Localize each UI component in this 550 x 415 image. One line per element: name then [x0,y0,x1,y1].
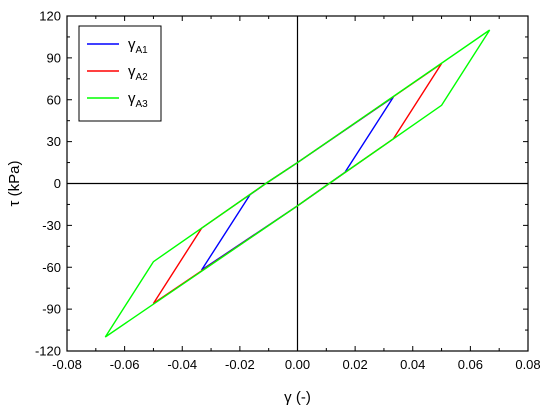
x-tick-label: -0.08 [52,357,82,372]
legend: γA1 γA2 γA3 [78,25,162,122]
y-tick-label: 60 [47,92,61,107]
x-tick-label: 0.04 [400,357,425,372]
x-tick-label: 0.00 [285,357,310,372]
legend-label-a3: γA3 [128,90,148,110]
x-tick-label: -0.02 [225,357,255,372]
x-axis-title: γ (-) [284,389,311,406]
x-tick-label: 0.08 [515,357,540,372]
series-layer [104,29,491,338]
y-tick-label: 120 [39,9,61,24]
y-tick-label: -120 [35,344,61,359]
legend-box [78,25,162,122]
y-tick-label: 30 [47,134,61,149]
zero-lines [67,16,528,351]
y-tick-label: -30 [42,218,61,233]
y-tick-label: 90 [47,50,61,65]
x-axis: -0.08 -0.06 -0.04 -0.02 0.00 0.02 0.04 0.06 0.08 [52,16,541,372]
legend-label-a2: γA2 [128,63,148,83]
legend-label-a1: γA1 [128,36,148,56]
x-tick-label: 0.06 [458,357,483,372]
y-axis-title: τ (kPa) [6,161,23,207]
x-tick-label: -0.04 [167,357,197,372]
y-tick-label: -90 [42,302,61,317]
y-axis: -120 -90 -60 -30 0 30 60 90 120 [35,9,528,359]
y-tick-label: -60 [42,260,61,275]
x-tick-label: -0.06 [110,357,140,372]
y-tick-label: 0 [54,176,61,191]
x-tick-label: 0.02 [342,357,367,372]
series-line-a3 [104,29,491,338]
